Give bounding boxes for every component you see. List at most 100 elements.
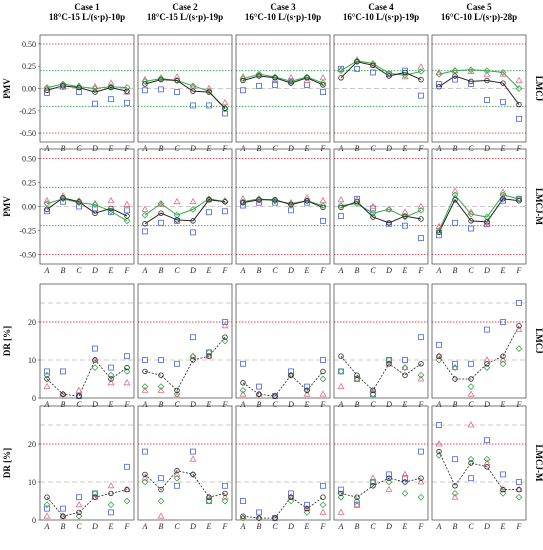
- data-point-black-circle: [124, 213, 130, 219]
- case-title: Case 1: [74, 2, 100, 12]
- x-tick-label: D: [483, 144, 490, 153]
- x-tick-label: A: [338, 144, 344, 153]
- x-tick-label: B: [159, 400, 164, 409]
- x-tick-label: A: [240, 400, 246, 409]
- y-tick-label: -0.25: [19, 226, 36, 235]
- data-point-black-circle: [338, 490, 344, 497]
- data-point-green-diamond: [483, 67, 491, 75]
- x-tick-label: F: [124, 522, 130, 531]
- data-point-pink-triangle: [189, 352, 197, 359]
- data-point-black-circle: [240, 199, 246, 206]
- x-tick-label: A: [240, 144, 246, 153]
- data-point-black-circle: [452, 483, 458, 489]
- data-point-green-diamond: [467, 210, 475, 218]
- data-point-blue-square: [452, 219, 458, 226]
- data-point-blue-square: [190, 334, 196, 341]
- x-tick-label: A: [142, 522, 148, 531]
- data-point-pink-triangle: [385, 205, 393, 212]
- data-point-green-diamond: [319, 375, 327, 383]
- x-tick-label: F: [124, 144, 130, 153]
- series-line-black: [438, 75, 520, 105]
- data-point-pink-triangle: [353, 375, 361, 382]
- data-point-black-circle: [484, 77, 490, 84]
- data-point-green-diamond: [91, 490, 99, 497]
- data-point-black-circle: [256, 73, 262, 79]
- x-tick-label: D: [287, 400, 294, 409]
- case-title: Case 5: [466, 2, 492, 12]
- data-point-blue-square: [516, 479, 522, 485]
- x-tick-label: D: [91, 400, 98, 409]
- series-line-green: [144, 198, 226, 216]
- panel-frame: [137, 148, 233, 265]
- data-point-black-circle: [468, 376, 474, 382]
- data-point-black-circle: [206, 89, 212, 95]
- panel-frame: [333, 283, 429, 399]
- data-point-blue-square: [436, 81, 442, 87]
- data-point-green-diamond: [205, 497, 213, 505]
- data-point-black-circle: [436, 229, 442, 236]
- data-point-green-diamond: [141, 478, 149, 486]
- data-point-black-circle: [206, 197, 212, 203]
- data-point-black-circle: [92, 210, 98, 216]
- data-point-pink-triangle: [401, 470, 409, 477]
- x-tick-label: A: [436, 144, 442, 153]
- x-tick-label: C: [76, 144, 82, 153]
- data-point-green-diamond: [43, 501, 51, 509]
- data-point-pink-triangle: [483, 70, 491, 77]
- data-point-blue-square: [240, 202, 246, 209]
- panel-frame: [235, 148, 331, 265]
- data-point-black-circle: [370, 62, 376, 69]
- data-point-pink-triangle: [221, 321, 229, 329]
- data-point-black-circle: [206, 494, 212, 500]
- x-tick-label: A: [436, 266, 442, 275]
- series-line-black: [46, 489, 128, 517]
- data-point-pink-triangle: [385, 485, 393, 493]
- x-tick-label: F: [418, 522, 424, 531]
- x-tick-label: E: [108, 522, 114, 531]
- x-tick-label: A: [436, 400, 442, 409]
- data-point-black-circle: [256, 391, 262, 397]
- data-point-black-circle: [354, 59, 360, 65]
- data-point-blue-square: [44, 368, 50, 375]
- data-point-green-diamond: [435, 356, 443, 364]
- data-point-black-circle: [174, 467, 180, 474]
- data-point-black-circle: [418, 216, 424, 222]
- data-point-blue-square: [174, 360, 180, 367]
- x-tick-label: B: [355, 266, 360, 275]
- data-point-black-circle: [402, 213, 408, 219]
- data-point-green-diamond: [123, 84, 131, 91]
- data-point-blue-square: [354, 65, 360, 72]
- data-point-pink-triangle: [337, 382, 345, 390]
- y-tick-label: 0.50: [22, 155, 36, 164]
- data-point-green-diamond: [75, 199, 83, 207]
- data-point-blue-square: [142, 87, 148, 94]
- data-point-green-diamond: [483, 455, 491, 463]
- data-point-blue-square: [304, 82, 310, 88]
- data-point-pink-triangle: [107, 378, 115, 386]
- data-point-blue-square: [272, 82, 278, 88]
- x-tick-label: C: [174, 522, 180, 531]
- data-point-blue-square: [320, 217, 326, 224]
- data-point-black-circle: [468, 460, 474, 466]
- x-tick-label: B: [453, 144, 458, 153]
- data-point-black-circle: [370, 387, 376, 394]
- data-point-black-circle: [92, 494, 98, 500]
- panel-frame: [235, 283, 331, 399]
- data-point-blue-square: [320, 482, 326, 489]
- data-point-black-circle: [108, 84, 114, 91]
- data-point-pink-triangle: [417, 478, 425, 485]
- data-point-pink-triangle: [515, 325, 523, 333]
- x-tick-label: A: [44, 522, 50, 531]
- y-axis-label: PMV: [2, 196, 12, 217]
- series-line-green: [438, 194, 520, 231]
- y-tick-label: 0.50: [22, 40, 36, 49]
- data-point-blue-square: [436, 422, 442, 428]
- data-point-black-circle: [320, 204, 326, 211]
- x-tick-label: D: [91, 522, 98, 531]
- x-tick-label: D: [189, 266, 196, 275]
- data-point-blue-square: [484, 97, 490, 103]
- data-point-pink-triangle: [91, 82, 99, 90]
- data-point-black-circle: [418, 76, 424, 83]
- data-point-pink-triangle: [107, 481, 115, 489]
- panel-frame: [235, 405, 331, 521]
